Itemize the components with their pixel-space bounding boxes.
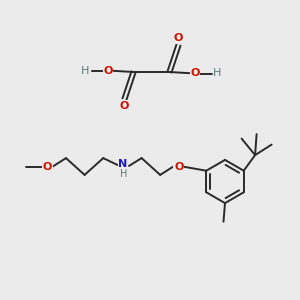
Text: H: H [213,68,222,79]
Text: O: O [120,100,129,111]
Text: O: O [174,161,184,172]
Text: O: O [190,68,200,79]
Text: H: H [120,169,128,179]
Text: O: O [103,65,113,76]
Text: N: N [118,159,127,169]
Text: O: O [43,161,52,172]
Text: H: H [81,65,90,76]
Text: O: O [174,33,183,43]
